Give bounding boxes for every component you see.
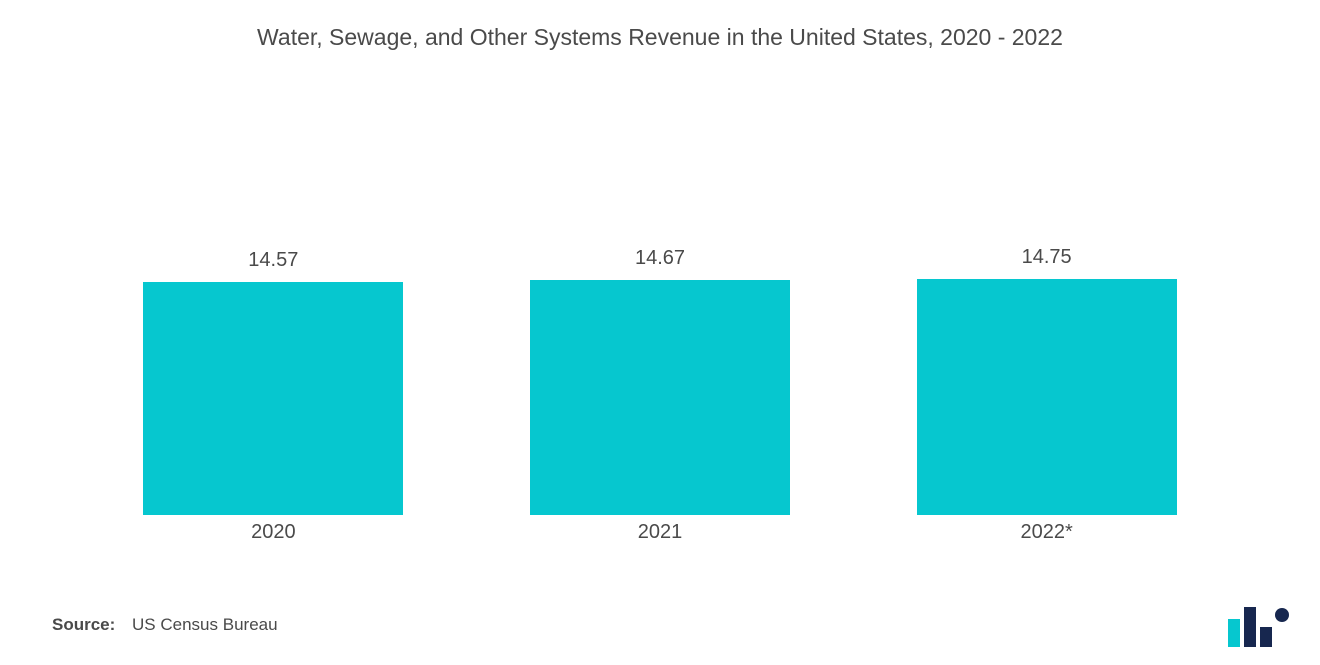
bar-group: 14.57 [80, 249, 467, 515]
bar-rect [143, 282, 403, 515]
chart-area: 14.5714.6714.75 202020212022* [80, 90, 1240, 545]
source-text: US Census Bureau [132, 615, 278, 634]
bar-rect [917, 279, 1177, 515]
x-tick-label: 2021 [467, 521, 854, 551]
brand-logo-icon [1228, 607, 1290, 647]
x-axis-labels: 202020212022* [80, 521, 1240, 551]
bar-group: 14.67 [467, 247, 854, 515]
source-label: Source: [52, 615, 115, 634]
bar-group: 14.75 [853, 246, 1240, 515]
x-tick-label: 2020 [80, 521, 467, 551]
chart-title: Water, Sewage, and Other Systems Revenue… [0, 24, 1320, 51]
bar-value-label: 14.67 [635, 247, 685, 270]
bar-rect [530, 280, 790, 515]
x-tick-label: 2022* [853, 521, 1240, 551]
bars-row: 14.57 14.67 14.75 [80, 135, 1240, 515]
source-line: Source: US Census Bureau [52, 615, 278, 635]
bar-value-label: 14.75 [1022, 246, 1072, 269]
bar-value-label: 14.57 [248, 249, 298, 272]
